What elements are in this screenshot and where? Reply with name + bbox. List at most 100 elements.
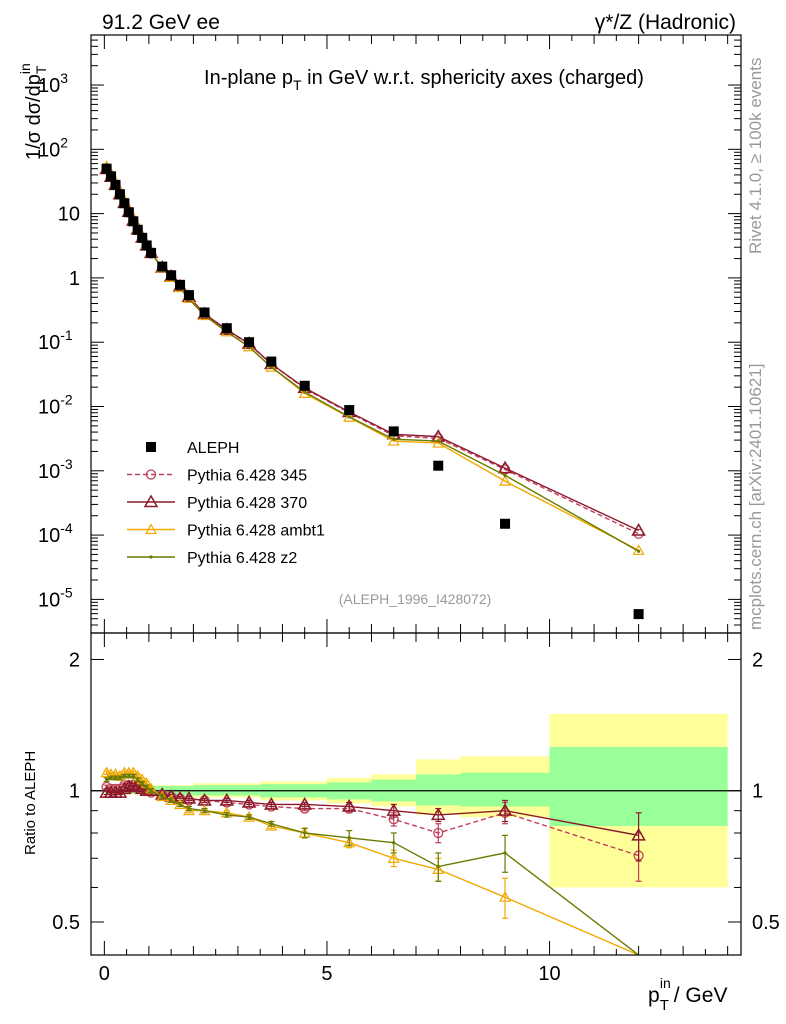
- ratio-point: [127, 774, 131, 778]
- ratio-point: [160, 794, 164, 799]
- ratio-y-tick-label-right: 0.5: [752, 912, 780, 934]
- legend-marker: [149, 555, 153, 559]
- mc-point: [387, 434, 400, 446]
- ratio-point: [181, 790, 197, 804]
- mc-point: [303, 390, 307, 394]
- mc-point: [631, 522, 646, 536]
- data-point: [123, 207, 134, 218]
- ratio-y-tick-label-right: 1: [752, 781, 763, 803]
- ratio-point: [436, 864, 440, 869]
- ratio-point: [202, 809, 207, 813]
- ratio-point: [131, 774, 135, 778]
- main-y-tick-label: 10-3: [38, 456, 73, 483]
- main-y-tick-label: 10-1: [38, 327, 73, 354]
- data-point: [146, 247, 157, 258]
- ratio-point: [264, 796, 279, 810]
- data-point: [221, 323, 232, 334]
- data-point: [633, 609, 644, 620]
- ratio-point: [241, 794, 257, 808]
- data-point: [110, 179, 121, 190]
- data-point: [106, 171, 117, 182]
- header-right: γ*/Z (Hadronic): [595, 11, 736, 34]
- ratio-y-tick-label: 0.5: [52, 912, 80, 934]
- ratio-point: [118, 776, 122, 780]
- mc-point: [503, 473, 507, 477]
- x-tick-label: 0: [99, 963, 110, 985]
- ratio-point: [156, 790, 169, 802]
- ratio-point: [113, 776, 118, 780]
- ratio-point: [387, 852, 400, 863]
- ratio-y-tick-label-right: 2: [752, 649, 763, 671]
- ratio-stat-band: [416, 774, 461, 806]
- header-left: 91.2 GeV ee: [102, 11, 220, 34]
- ratio-point: [631, 827, 646, 841]
- data-point: [244, 337, 255, 348]
- ratio-point: [341, 799, 357, 812]
- mc-point: [265, 360, 278, 372]
- data-point: [500, 518, 511, 529]
- main-y-axis-label: 1/σ dσ/dpTin: [17, 63, 49, 160]
- ratio-y-axis-label: Ratio to ALEPH: [22, 751, 39, 855]
- mcplots-source-label: mcplots.cern.ch [arXiv:2401.10621]: [746, 364, 765, 630]
- main-y-tick-label: 10-5: [38, 584, 73, 611]
- legend-marker: [144, 523, 158, 535]
- legend-marker: [146, 442, 156, 452]
- data-point: [433, 460, 444, 471]
- ratio-point: [343, 836, 356, 848]
- ratio-y-tick-label: 2: [69, 649, 80, 671]
- legend-label: Pythia 6.428 ambt1: [187, 523, 325, 540]
- data-point: [299, 380, 310, 391]
- ratio-point: [136, 778, 140, 782]
- main-panel-frame: [90, 34, 742, 634]
- x-tick-label: 5: [321, 963, 332, 985]
- mc-point: [392, 437, 396, 441]
- x-axis-label: pTin/ GeV: [648, 975, 727, 1014]
- data-point: [266, 356, 277, 367]
- legend-label: ALEPH: [187, 440, 239, 457]
- ratio-panel-frame: [90, 632, 742, 956]
- mc-point: [499, 474, 512, 486]
- mc-point: [497, 460, 513, 474]
- ratio-point: [169, 798, 173, 803]
- legend-marker: [143, 494, 159, 508]
- ratio-point: [145, 785, 149, 789]
- x-tick-label: 10: [538, 963, 560, 985]
- ratio-point: [430, 807, 446, 821]
- ratio-point: [303, 831, 307, 835]
- ratio-point: [225, 813, 229, 817]
- ratio-point: [122, 774, 126, 778]
- legend-label: Pythia 6.428 z2: [187, 550, 297, 567]
- legend-marker: [145, 469, 157, 480]
- mc-point: [436, 439, 440, 443]
- chart-title: In-plane pT in GeV w.r.t. sphericity axe…: [204, 67, 644, 93]
- mc-point: [637, 549, 641, 553]
- ratio-point: [104, 778, 109, 782]
- mc-point: [347, 415, 351, 419]
- legend: ALEPH Pythia 6.428 345 Pythia 6.428 370 Pyt…: [127, 440, 325, 567]
- ratio-point: [121, 779, 137, 793]
- data-point: [157, 261, 168, 272]
- legend-label: Pythia 6.428 370: [187, 495, 307, 512]
- data-point: [175, 279, 186, 290]
- ratio-point: [386, 803, 402, 816]
- main-y-tick-label: 103: [38, 70, 68, 97]
- data-point: [137, 232, 148, 243]
- data-point: [344, 405, 355, 416]
- rivet-version-label: Rivet 4.1.0, ≥ 100k events: [746, 58, 765, 254]
- data-point: [166, 270, 177, 281]
- ratio-point: [149, 789, 153, 793]
- ratio-point: [247, 815, 251, 819]
- ratio-y-tick-label: 1: [69, 781, 80, 803]
- ratio-point: [187, 806, 191, 811]
- mc-point: [343, 411, 356, 422]
- ratio-point: [269, 822, 273, 826]
- ratio-point: [140, 781, 144, 785]
- legend-label: Pythia 6.428 345: [187, 468, 307, 485]
- ratio-point: [392, 841, 396, 845]
- ratio-point: [297, 796, 312, 810]
- ratio-point: [109, 776, 113, 780]
- data-point: [183, 290, 194, 301]
- data-point: [128, 216, 139, 227]
- data-point: [101, 163, 112, 174]
- main-y-tick-label: 102: [38, 134, 68, 161]
